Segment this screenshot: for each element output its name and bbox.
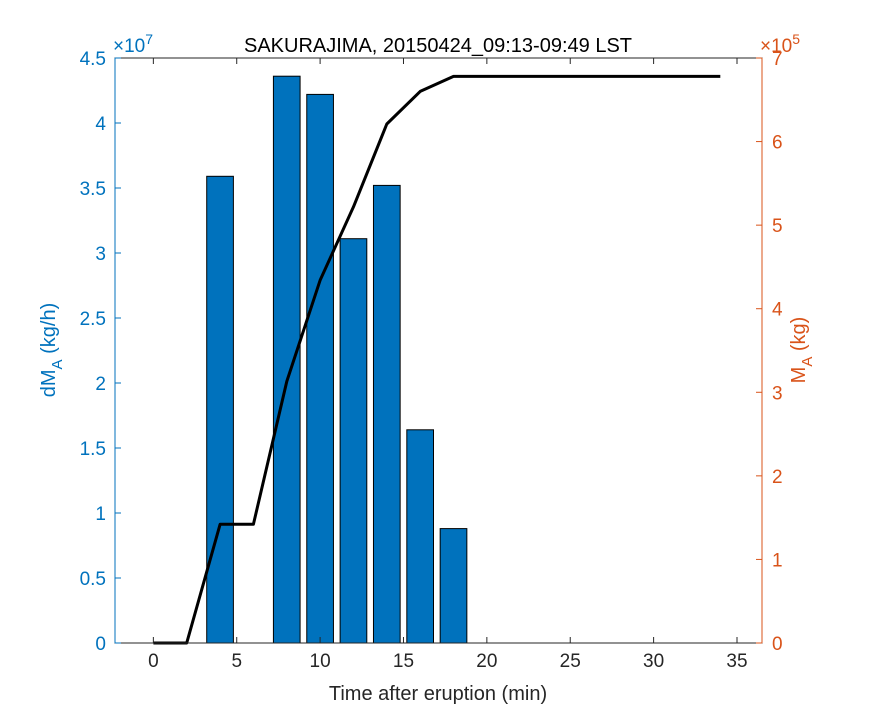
left-axis: 0 0.5 1 1.5 2 2.5 3 3.5 4 4.5 (80, 49, 121, 655)
x-tick-label: 15 (393, 651, 414, 672)
left-y-tick-label: 3 (95, 244, 106, 265)
right-exponent-power: 5 (792, 31, 800, 47)
left-ylabel-sub: A (49, 359, 66, 369)
x-tick-label: 10 (310, 651, 331, 672)
left-y-tick-label: 2 (95, 374, 106, 395)
right-y-tick-label: 6 (772, 133, 783, 154)
cumulative-mass-line (153, 74, 721, 645)
x-axis-label: Time after eruption (min) (329, 683, 547, 705)
x-tick-label: 25 (560, 651, 581, 672)
left-y-tick-label: 1.5 (80, 439, 106, 460)
left-y-tick-label: 0.5 (80, 569, 106, 590)
x-axis: 0 5 10 15 20 25 30 35 (148, 58, 748, 672)
left-y-tick-label: 4 (95, 114, 106, 135)
right-ylabel-sub: A (799, 357, 816, 367)
line-layer (153, 74, 721, 645)
right-y-tick-label: 0 (772, 634, 783, 655)
svg-text:MA (kg): MA (kg) (788, 317, 816, 384)
left-ylabel-unit: (kg/h) (38, 303, 60, 360)
bar (439, 528, 468, 644)
bar (406, 429, 434, 644)
svg-text:×105: ×105 (760, 31, 800, 57)
right-y-axis-label: MA (kg) (788, 317, 816, 384)
x-tick-label: 5 (231, 651, 242, 672)
right-y-tick-label: 1 (772, 550, 783, 571)
left-y-tick-label: 1 (95, 504, 106, 525)
bar (372, 184, 401, 644)
right-axis-exponent: ×105 (760, 31, 800, 57)
x-tick-label: 35 (726, 651, 747, 672)
right-y-tick-label: 3 (772, 383, 783, 404)
bar (306, 93, 334, 644)
bars-layer (206, 75, 468, 644)
svg-text:×107: ×107 (113, 31, 153, 57)
bar (339, 238, 368, 644)
left-axis-exponent: ×107 (113, 31, 153, 57)
x-tick-label: 0 (148, 651, 159, 672)
right-y-tick-label: 5 (772, 216, 783, 237)
left-y-tick-label: 2.5 (80, 309, 106, 330)
right-y-tick-label: 2 (772, 467, 783, 488)
left-exponent-base: ×10 (113, 36, 145, 57)
right-ylabel-unit: (kg) (788, 317, 810, 357)
svg-text:dMA (kg/h): dMA (kg/h) (38, 303, 66, 398)
left-y-axis-label: dMA (kg/h) (38, 303, 66, 398)
right-y-tick-label: 4 (772, 300, 783, 321)
right-ylabel-main: M (788, 367, 810, 384)
x-tick-label: 30 (643, 651, 664, 672)
right-y-tick-label: 7 (772, 49, 783, 70)
right-axis: 0 1 2 3 4 5 6 7 (756, 49, 783, 655)
bar (272, 75, 301, 644)
left-exponent-power: 7 (145, 31, 153, 47)
left-ylabel-main: dM (38, 369, 60, 397)
x-tick-label: 20 (476, 651, 497, 672)
left-y-tick-label: 3.5 (80, 179, 106, 200)
right-exponent-base: ×10 (760, 36, 792, 57)
bar (206, 175, 234, 644)
left-y-tick-label: 0 (95, 634, 106, 655)
chart-title: SAKURAJIMA, 20150424_09:13-09:49 LST (244, 35, 632, 57)
left-y-tick-label: 4.5 (80, 49, 106, 70)
